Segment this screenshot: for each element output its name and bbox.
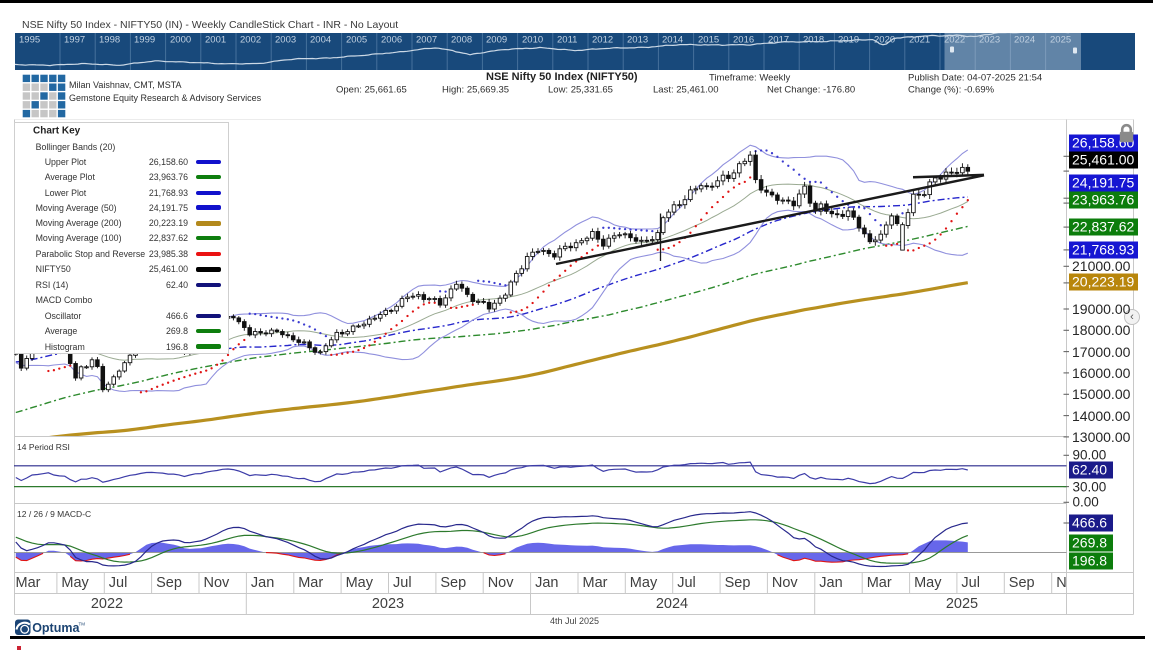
svg-text:TM: TM xyxy=(79,622,86,627)
svg-text:Optuma: Optuma xyxy=(32,621,80,635)
